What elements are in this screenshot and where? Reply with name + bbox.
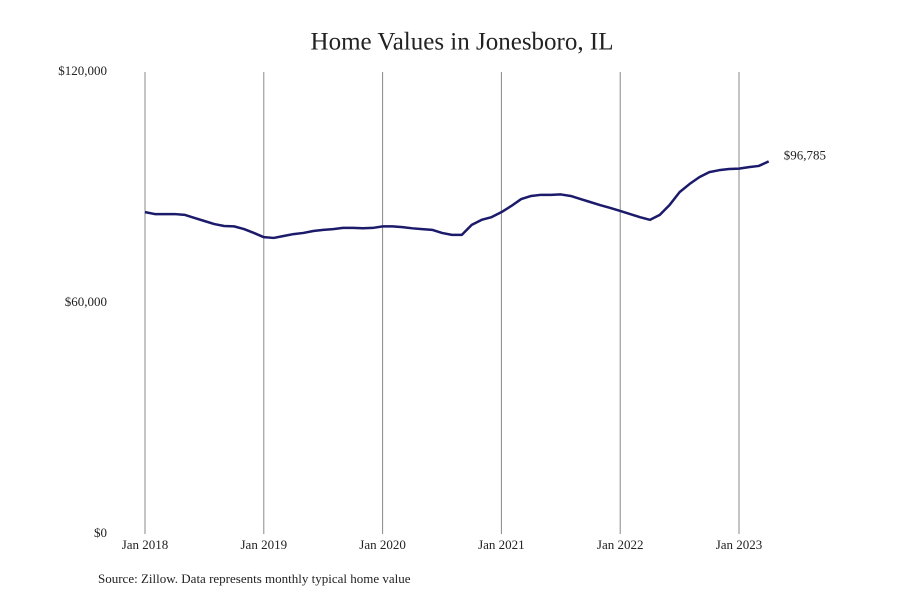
- y-tick-label: $0: [94, 525, 107, 540]
- y-tick-label: $60,000: [65, 294, 107, 309]
- y-tick-label: $120,000: [58, 63, 107, 78]
- source-note: Source: Zillow. Data represents monthly …: [98, 571, 411, 586]
- x-tick-label: Jan 2019: [241, 537, 288, 552]
- x-tick-label: Jan 2021: [478, 537, 525, 552]
- x-tick-label: Jan 2018: [122, 537, 169, 552]
- x-tick-label: Jan 2022: [597, 537, 644, 552]
- end-label: $96,785: [784, 147, 826, 162]
- chart-title: Home Values in Jonesboro, IL: [311, 29, 614, 56]
- x-tick-label: Jan 2023: [716, 537, 763, 552]
- line: [144, 160, 770, 240]
- x-tick-label: Jan 2020: [359, 537, 406, 552]
